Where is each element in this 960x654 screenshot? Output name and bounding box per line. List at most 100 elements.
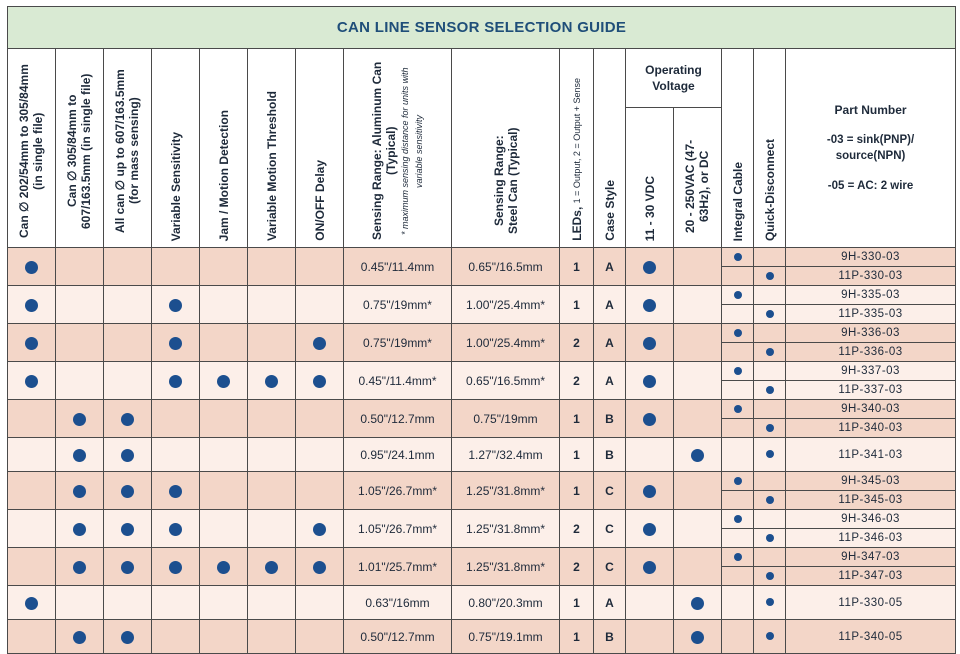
bullet-dot-icon: [121, 560, 134, 574]
selection-guide: CAN LINE SENSOR SELECTION GUIDE Can ∅ 20…: [6, 6, 957, 654]
cell-can-small: [7, 285, 56, 324]
bullet-dot-icon: [121, 484, 134, 498]
cell-leds: 1: [559, 247, 594, 286]
bullet-dot-icon: [733, 366, 742, 375]
cell-range-steel: 0.65"/16.5mm: [451, 247, 560, 286]
cell-variable-threshold: [247, 361, 296, 400]
bullet-dot-icon: [691, 596, 704, 610]
bullet-dot-icon: [121, 448, 134, 462]
bullet-dot-icon: [25, 374, 38, 388]
cell-jam-detection: [199, 509, 248, 548]
cell-case-style: C: [593, 471, 626, 510]
cell-delay: [295, 247, 344, 286]
cell-quick-disconnect: [753, 437, 786, 472]
cell-voltage-dc: [625, 437, 674, 472]
cell-variable-threshold: [247, 247, 296, 286]
bullet-dot-icon: [169, 374, 182, 388]
cell-range-steel: 1.25"/31.8mm*: [451, 547, 560, 586]
cell-voltage-dc: [625, 361, 674, 400]
cell-leds: 1: [559, 399, 594, 438]
cell-leds: 2: [559, 509, 594, 548]
bullet-dot-icon: [121, 412, 134, 426]
bullet-dot-icon: [643, 374, 656, 388]
cell-leds: 1: [559, 285, 594, 324]
cell-voltage-dc: [625, 509, 674, 548]
cell-leds: 1: [559, 619, 594, 654]
cell-can-small: [7, 437, 56, 472]
cell-voltage-ac: [673, 323, 722, 362]
cell-quick-disconnect: [753, 361, 786, 381]
table-row: 0.45"/11.4mm* 0.65"/16.5mm* 2 A 9H-337-03: [7, 361, 957, 400]
cell-integral-cable: [721, 323, 754, 343]
cell-range-steel: 1.00"/25.4mm*: [451, 285, 560, 324]
cell-variable-threshold: [247, 285, 296, 324]
cell-variable-sensitivity: [151, 547, 200, 586]
cell-jam-detection: [199, 361, 248, 400]
cell-integral-cable: [721, 418, 754, 438]
table-row: 11P-336-03: [8, 342, 957, 362]
cell-voltage-dc: [625, 619, 674, 654]
cell-can-small: [7, 619, 56, 654]
bullet-dot-icon: [73, 522, 86, 536]
cell-quick-disconnect: [753, 399, 786, 419]
bullet-dot-icon: [643, 522, 656, 536]
bullet-dot-icon: [25, 260, 38, 274]
bullet-dot-icon: [765, 571, 774, 580]
bullet-dot-icon: [733, 252, 742, 261]
cell-can-mass: [103, 437, 152, 472]
header-operating-voltage: Operating Voltage: [625, 48, 722, 108]
cell-can-large: [55, 585, 104, 620]
cell-range-steel: 1.25"/31.8mm*: [451, 471, 560, 510]
cell-variable-threshold: [247, 471, 296, 510]
cell-voltage-ac: [673, 619, 722, 654]
cell-can-large: [55, 437, 104, 472]
cell-jam-detection: [199, 585, 248, 620]
cell-variable-threshold: [247, 399, 296, 438]
bullet-dot-icon: [25, 298, 38, 312]
table-row: 1.05"/26.7mm* 1.25"/31.8mm* 2 C 9H-346-03: [7, 509, 957, 548]
cell-voltage-dc: [625, 585, 674, 620]
cell-quick-disconnect: [753, 566, 786, 586]
cell-part-number: 9H-336-03: [784, 323, 957, 343]
table-row: 0.75"/19mm* 1.00"/25.4mm* 1 A 9H-335-03: [7, 285, 957, 324]
table-row: 0.45"/11.4mm 0.65"/16.5mm 1 A 9H-330-03: [7, 247, 957, 286]
cell-case-style: A: [593, 285, 626, 324]
cell-voltage-ac: [673, 509, 722, 548]
header-variable-sensitivity: Variable Sensitivity: [151, 48, 200, 248]
cell-part-number: 9H-346-03: [784, 509, 957, 529]
bullet-dot-icon: [765, 423, 774, 432]
header-part-number: Part Number -03 = sink(PNP)/ source(NPN)…: [784, 48, 957, 248]
cell-range-steel: 0.80"/20.3mm: [451, 585, 560, 620]
bullet-dot-icon: [733, 290, 742, 299]
cell-jam-detection: [199, 285, 248, 324]
cell-jam-detection: [199, 247, 248, 286]
cell-integral-cable: [721, 304, 754, 324]
cell-quick-disconnect: [753, 342, 786, 362]
cell-range-steel: 1.00"/25.4mm*: [451, 323, 560, 362]
cell-voltage-dc: [625, 399, 674, 438]
cell-can-small: [7, 247, 56, 286]
bullet-dot-icon: [169, 522, 182, 536]
cell-case-style: A: [593, 323, 626, 362]
bullet-dot-icon: [25, 336, 38, 350]
cell-case-style: A: [593, 585, 626, 620]
cell-quick-disconnect: [753, 528, 786, 548]
header-range-aluminum: Sensing Range: Aluminum Can (Typical) * …: [343, 48, 452, 248]
header-can-mass: All can ∅ up to 607/163.5mm (for mass se…: [103, 48, 152, 248]
header-case-style: Case Style: [593, 48, 626, 248]
table-row: 11P-330-03: [8, 266, 957, 286]
bullet-dot-icon: [73, 448, 86, 462]
bullet-dot-icon: [765, 632, 774, 641]
cell-part-number: 11P-340-03: [784, 418, 957, 438]
bullet-dot-icon: [169, 336, 182, 350]
cell-integral-cable: [721, 585, 754, 620]
cell-part-number: 11P-341-03: [784, 437, 957, 472]
table-row: 0.50"/12.7mm 0.75"/19mm 1 B 9H-340-03: [7, 399, 957, 438]
cell-quick-disconnect: [753, 585, 786, 620]
cell-can-mass: [103, 361, 152, 400]
cell-quick-disconnect: [753, 285, 786, 305]
cell-can-large: [55, 399, 104, 438]
cell-variable-sensitivity: [151, 619, 200, 654]
cell-part-number: 9H-347-03: [784, 547, 957, 567]
cell-leds: 2: [559, 323, 594, 362]
